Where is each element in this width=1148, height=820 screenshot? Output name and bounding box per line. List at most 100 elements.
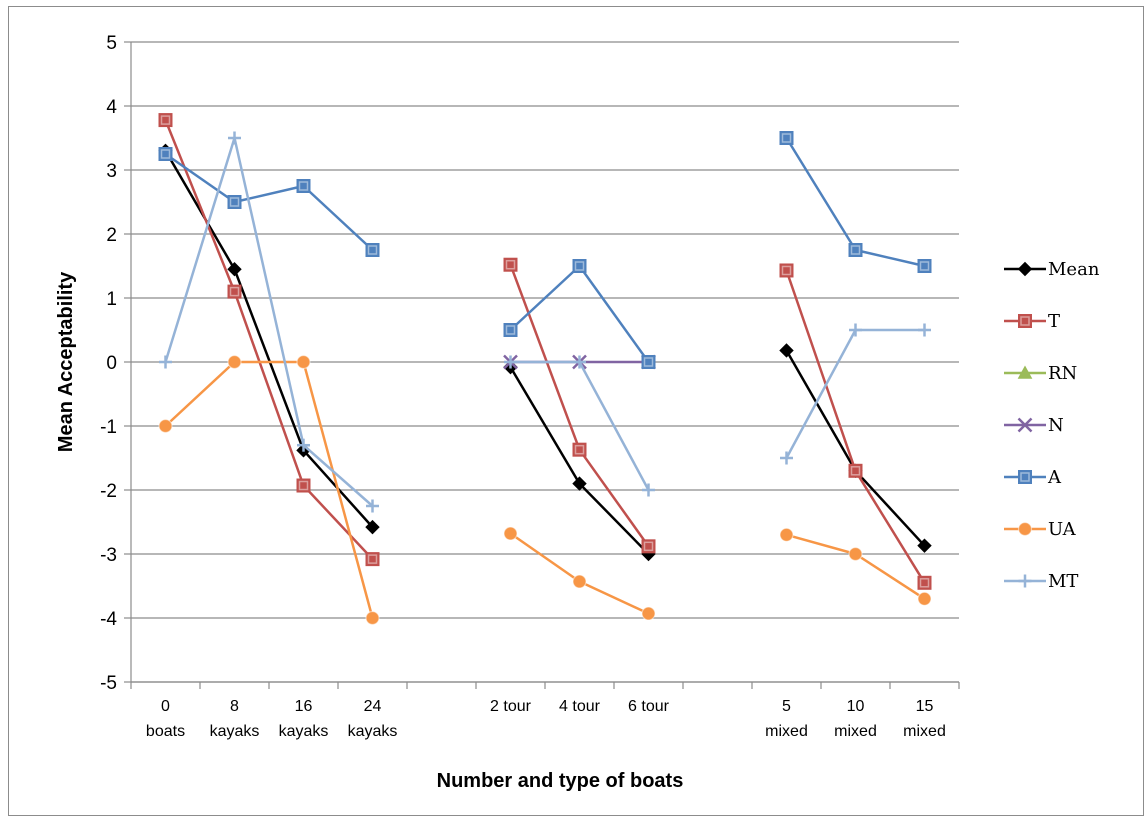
x-tick-label: 6 tour: [628, 698, 670, 715]
data-point-t: [365, 552, 380, 567]
x-tick-label: mixed: [765, 723, 808, 740]
data-point-ua: [296, 354, 311, 370]
legend-label: UA: [1048, 519, 1077, 540]
legend-marker: [1017, 417, 1033, 433]
series-line-mean: [785, 349, 926, 547]
data-point-ua: [779, 527, 794, 542]
data-point-a: [158, 147, 173, 161]
y-tick-label: 0: [106, 353, 117, 374]
legend-item-a: A: [1004, 467, 1062, 488]
legend-label: MT: [1048, 571, 1078, 592]
series-line-a: [164, 152, 374, 251]
legend-label: A: [1047, 467, 1062, 488]
y-tick-label: -4: [100, 609, 117, 630]
series-line-t: [164, 119, 374, 560]
data-point-a: [917, 259, 932, 273]
data-point-mean: [779, 343, 794, 358]
x-tick-label: 16: [295, 698, 313, 715]
series-line-ua: [509, 532, 650, 615]
chart-frame: 5 4 3 2 1 0 -1 -2 -3 -4 -5 0 boats 8 kayaks 16 kayaks 24 k…: [8, 6, 1144, 816]
legend-label: Mean: [1048, 259, 1100, 280]
data-point-t: [641, 539, 656, 554]
series-line-t: [509, 264, 650, 548]
x-tick-label: 8: [230, 698, 239, 715]
legend-label: RN: [1048, 363, 1077, 384]
data-point-mt: [504, 355, 517, 369]
data-point-mt: [780, 451, 793, 465]
series-line-mean: [164, 150, 374, 528]
x-tick-label: 2 tour: [490, 698, 532, 715]
data-point-mean: [365, 519, 380, 535]
data-point-ua: [503, 526, 518, 541]
x-tick-label: mixed: [834, 723, 877, 740]
data-point-a: [365, 243, 380, 257]
data-point-t: [158, 113, 173, 128]
data-point-mt: [642, 483, 655, 497]
x-tick-label: 10: [847, 698, 865, 715]
legend-marker: [1018, 470, 1032, 484]
y-tick-label: -5: [100, 673, 117, 694]
data-point-t: [227, 284, 242, 299]
legend-item-mean: Mean: [1004, 259, 1100, 280]
x-tick-label: 24: [364, 698, 382, 715]
data-point-ua: [227, 354, 242, 370]
y-tick-label: -2: [100, 481, 117, 502]
data-point-t: [917, 575, 932, 590]
data-point-t: [503, 257, 518, 272]
data-point-t: [848, 463, 863, 478]
data-point-t: [779, 263, 794, 278]
legend-marker: [1017, 365, 1033, 379]
series-line-ua: [164, 360, 374, 619]
data-point-a: [779, 131, 794, 145]
legend-marker: [1018, 314, 1032, 328]
x-tick-label: kayaks: [348, 723, 398, 740]
y-tick-label: 2: [106, 225, 117, 246]
data-point-ua: [917, 591, 932, 606]
legend-item-ua: UA: [1004, 519, 1077, 540]
data-point-mt: [573, 355, 586, 369]
legend-label: N: [1048, 415, 1064, 436]
legend-item-n: N: [1004, 415, 1064, 436]
x-tick-label: 4 tour: [559, 698, 601, 715]
legend-item-rn: RN: [1004, 363, 1077, 384]
x-axis-title: Number and type of boats: [437, 770, 684, 792]
data-point-t: [296, 478, 311, 493]
data-point-a: [848, 243, 863, 257]
data-point-ua: [641, 606, 656, 621]
data-point-mt: [228, 131, 241, 145]
legend-marker: [1017, 521, 1033, 537]
data-point-mt: [297, 438, 310, 452]
data-point-mt: [159, 355, 172, 369]
x-tick-label: boats: [146, 723, 185, 740]
data-point-mean: [227, 261, 242, 277]
data-point-a: [572, 259, 587, 273]
y-tick-label: 5: [106, 33, 117, 54]
data-point-mt: [918, 323, 931, 337]
data-point-a: [641, 355, 656, 369]
y-tick-label: -3: [100, 545, 117, 566]
legend-item-t: T: [1004, 311, 1060, 332]
data-point-ua: [848, 546, 863, 562]
data-point-mt: [366, 499, 379, 513]
data-point-ua: [365, 610, 380, 626]
line-chart: 543210-1-2-3-4-50boats8kayaks16kayaks24k…: [55, 33, 1100, 792]
legend-label: T: [1048, 311, 1060, 332]
y-tick-label: -1: [100, 417, 117, 438]
series-line-ua: [786, 533, 926, 600]
legend-item-mt: MT: [1004, 571, 1078, 592]
y-axis-title: Mean Acceptability: [55, 271, 77, 452]
x-tick-label: 5: [782, 698, 791, 715]
data-point-t: [572, 442, 587, 457]
y-tick-label: 3: [106, 161, 117, 182]
data-point-a: [296, 179, 311, 193]
x-tick-label: kayaks: [279, 723, 329, 740]
legend-marker: [1017, 261, 1033, 277]
data-point-a: [227, 195, 242, 209]
data-point-ua: [158, 418, 173, 434]
legend-marker: [1018, 574, 1032, 588]
x-tick-label: mixed: [903, 723, 946, 740]
y-tick-label: 4: [106, 97, 117, 118]
series-line-mt: [164, 136, 374, 507]
x-tick-label: 15: [916, 698, 934, 715]
y-tick-label: 1: [106, 289, 117, 310]
